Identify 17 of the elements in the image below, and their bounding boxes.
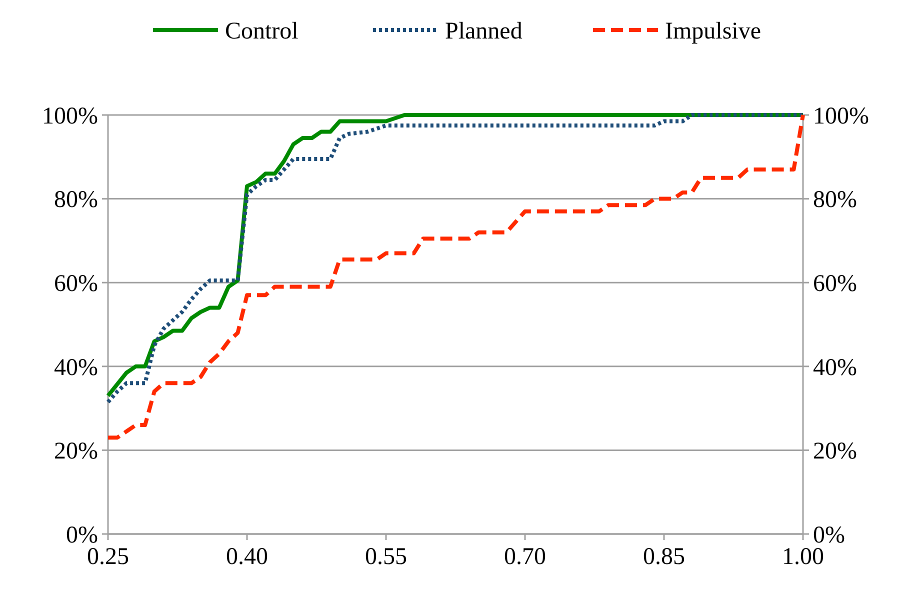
legend-label: Planned — [445, 18, 522, 44]
y-tick-label: 60% — [54, 271, 98, 297]
y2-tick-label: 40% — [813, 354, 857, 381]
x-tick-label: 0.40 — [226, 544, 268, 570]
y2-tick-label: 80% — [813, 187, 857, 214]
y-tick-label: 100% — [42, 103, 98, 130]
y-tick-label: 40% — [54, 354, 98, 381]
x-tick-label: 0.70 — [504, 544, 546, 570]
y2-tick-label: 60% — [813, 271, 857, 297]
y-tick-label: 80% — [54, 187, 98, 214]
legend-label: Control — [225, 18, 299, 44]
x-tick-label: 0.85 — [643, 544, 685, 570]
legend-label: Impulsive — [665, 18, 761, 44]
y2-tick-label: 100% — [813, 103, 869, 130]
y-tick-label: 20% — [54, 438, 98, 465]
y2-tick-label: 20% — [813, 438, 857, 465]
x-tick-label: 0.55 — [365, 544, 407, 570]
